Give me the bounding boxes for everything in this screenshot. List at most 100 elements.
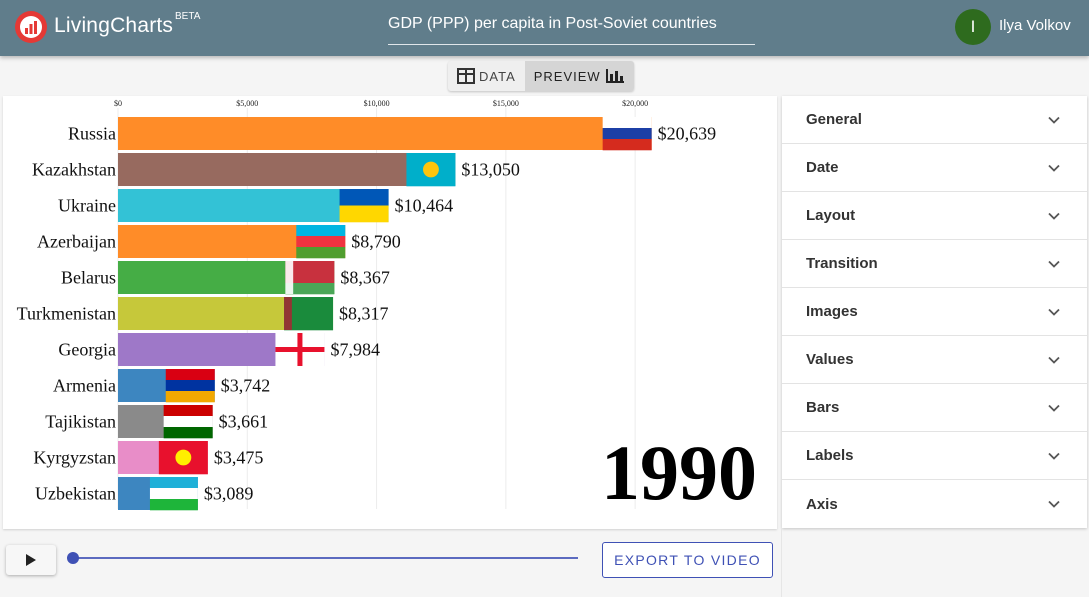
chevron-down-icon	[1048, 212, 1060, 220]
settings-section-label: General	[806, 111, 862, 128]
top-bar: LivingCharts BETA I Ilya Volkov	[0, 0, 1089, 56]
chevron-down-icon	[1048, 404, 1060, 412]
category-label: Azerbaijan	[37, 232, 116, 252]
settings-section-date[interactable]: Date	[782, 144, 1087, 192]
brand-name[interactable]: LivingCharts	[54, 14, 174, 37]
play-button[interactable]	[6, 545, 56, 575]
tajikistan-flag-icon	[163, 405, 213, 439]
value-label: $20,639	[658, 124, 717, 144]
play-icon	[26, 554, 36, 566]
bar-group-russia: Russia $20,639	[68, 117, 717, 151]
bar-group-armenia: Armenia $3,742	[53, 369, 271, 403]
category-label: Belarus	[61, 268, 116, 288]
value-label: $8,790	[351, 232, 401, 252]
settings-section-label: Bars	[806, 399, 840, 416]
category-label: Turkmenistan	[17, 304, 116, 324]
data-tab-label: DATA	[479, 68, 516, 84]
settings-section-bars[interactable]: Bars	[782, 384, 1087, 432]
x-tick-label: $20,000	[622, 99, 648, 108]
category-label: Armenia	[53, 376, 116, 396]
preview-tab-label: PREVIEW	[533, 68, 601, 84]
belarus-flag-icon	[285, 261, 335, 295]
settings-section-values[interactable]: Values	[782, 336, 1087, 384]
chart-title-field	[388, 10, 755, 45]
bar-group-uzbekistan: Uzbekistan $3,089	[35, 477, 254, 511]
chevron-down-icon	[1048, 356, 1060, 364]
settings-section-label: Axis	[806, 495, 838, 513]
category-label: Kyrgyzstan	[33, 448, 116, 468]
bar-chart-icon	[605, 69, 624, 83]
data-tab[interactable]: DATA	[448, 61, 525, 91]
bar-group-kazakhstan: Kazakhstan $13,050	[32, 153, 520, 187]
value-label: $7,984	[330, 340, 380, 360]
bar-group-turkmenistan: Turkmenistan $8,317	[17, 297, 389, 331]
category-label: Kazakhstan	[32, 160, 116, 180]
bar-chart-race: $0 $5,000 $10,000 $15,000 $20,000 Russia $20,6…	[17, 99, 757, 516]
value-label: $3,742	[221, 376, 271, 396]
category-label: Ukraine	[58, 196, 116, 216]
chevron-down-icon	[1048, 308, 1060, 316]
category-label: Russia	[68, 124, 116, 144]
azerbaijan-flag-icon	[296, 225, 346, 259]
x-tick-label: $5,000	[236, 99, 258, 108]
kyrgyzstan-flag-icon	[158, 441, 208, 475]
settings-section-label: Date	[806, 159, 839, 176]
settings-section-layout[interactable]: Layout	[782, 192, 1087, 240]
x-tick-label: $15,000	[493, 99, 519, 108]
turkmenistan-flag-icon	[284, 297, 334, 331]
category-label: Georgia	[58, 340, 116, 360]
bar-group-azerbaijan: Azerbaijan $8,790	[37, 225, 401, 259]
settings-section-general[interactable]: General	[782, 96, 1087, 144]
user-name[interactable]: Ilya Volkov	[999, 17, 1071, 34]
date-label: 1990	[601, 429, 757, 516]
table-icon	[457, 68, 475, 84]
value-label: $13,050	[461, 160, 519, 180]
settings-panel: General Date Layout Transition Images Values B…	[782, 96, 1087, 528]
panel-divider	[781, 528, 782, 597]
value-label: $3,089	[204, 484, 254, 504]
settings-section-labels[interactable]: Labels	[782, 432, 1087, 480]
bar-group-kyrgyzstan: Kyrgyzstan $3,475	[33, 441, 264, 475]
settings-section-label: Layout	[806, 207, 856, 224]
category-label: Tajikistan	[45, 412, 116, 432]
value-label: $8,317	[339, 304, 389, 324]
chevron-down-icon	[1048, 116, 1060, 124]
georgia-flag-icon	[275, 333, 325, 367]
livingcharts-logo-icon[interactable]	[14, 10, 48, 44]
settings-section-label: Images	[806, 303, 858, 320]
chevron-down-icon	[1048, 164, 1060, 172]
preview-tab[interactable]: PREVIEW	[524, 61, 634, 91]
settings-section-label: Transition	[806, 255, 878, 272]
chart-title-input[interactable]	[388, 10, 755, 33]
settings-section-axis[interactable]: Axis	[782, 480, 1087, 528]
category-label: Uzbekistan	[35, 484, 116, 504]
settings-section-label: Values	[806, 351, 854, 368]
bar-group-ukraine: Ukraine $10,464	[58, 189, 454, 223]
export-to-video-button[interactable]: EXPORT TO VIDEO	[602, 542, 773, 578]
value-label: $10,464	[395, 196, 454, 216]
ukraine-flag-icon	[339, 189, 389, 223]
russia-flag-icon	[602, 117, 652, 151]
chevron-down-icon	[1048, 500, 1060, 508]
avatar[interactable]: I	[955, 9, 991, 45]
x-tick-label: $10,000	[364, 99, 390, 108]
chevron-down-icon	[1048, 260, 1060, 268]
view-toggle: DATA PREVIEW	[448, 61, 634, 91]
beta-badge: BETA	[175, 11, 201, 22]
bar-group-georgia: Georgia $7,984	[58, 333, 380, 367]
bar-group-tajikistan: Tajikistan $3,661	[45, 405, 269, 439]
bar-group-belarus: Belarus $8,367	[61, 261, 390, 295]
timeline-thumb[interactable]	[67, 552, 79, 564]
settings-section-images[interactable]: Images	[782, 288, 1087, 336]
timeline-track[interactable]	[73, 557, 578, 559]
bar	[118, 153, 456, 186]
kazakhstan-flag-icon	[406, 153, 456, 187]
value-label: $8,367	[340, 268, 390, 288]
armenia-flag-icon	[165, 369, 215, 403]
value-label: $3,661	[219, 412, 269, 432]
uzbekistan-flag-icon	[149, 477, 198, 511]
settings-section-transition[interactable]: Transition	[782, 240, 1087, 288]
value-label: $3,475	[214, 448, 264, 468]
chart-preview-panel: $0 $5,000 $10,000 $15,000 $20,000 Russia $20,6…	[3, 96, 777, 529]
chevron-down-icon	[1048, 452, 1060, 460]
